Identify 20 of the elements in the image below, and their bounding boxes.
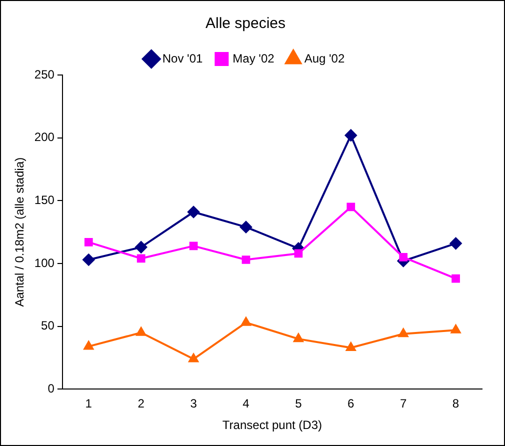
chart-title: Alle species bbox=[205, 15, 286, 32]
x-tick-label: 2 bbox=[138, 396, 145, 411]
x-tick-label: 4 bbox=[242, 396, 250, 411]
x-tick-label: 3 bbox=[190, 396, 198, 411]
y-tick-label: 100 bbox=[34, 256, 55, 270]
y-tick-label: 150 bbox=[34, 192, 55, 207]
x-tick-label: 6 bbox=[348, 396, 355, 411]
x-axis-title: Transect punt (D3) bbox=[222, 418, 322, 432]
y-tick-label: 250 bbox=[34, 67, 55, 82]
y-tick-label: 200 bbox=[34, 130, 55, 144]
x-tick-label: 5 bbox=[295, 396, 302, 411]
legend-label: Nov '01 bbox=[162, 51, 203, 66]
legend-label: Aug '02 bbox=[304, 51, 345, 66]
x-tick-label: 7 bbox=[400, 396, 407, 411]
y-axis-title: Aantal / 0.18m2 (alle stadia) bbox=[12, 157, 27, 307]
legend-label: May '02 bbox=[232, 51, 275, 66]
x-tick-label: 8 bbox=[452, 396, 460, 411]
y-tick-label: 50 bbox=[41, 318, 55, 333]
x-tick-label: 1 bbox=[85, 396, 92, 411]
y-tick-label: 0 bbox=[48, 382, 55, 396]
